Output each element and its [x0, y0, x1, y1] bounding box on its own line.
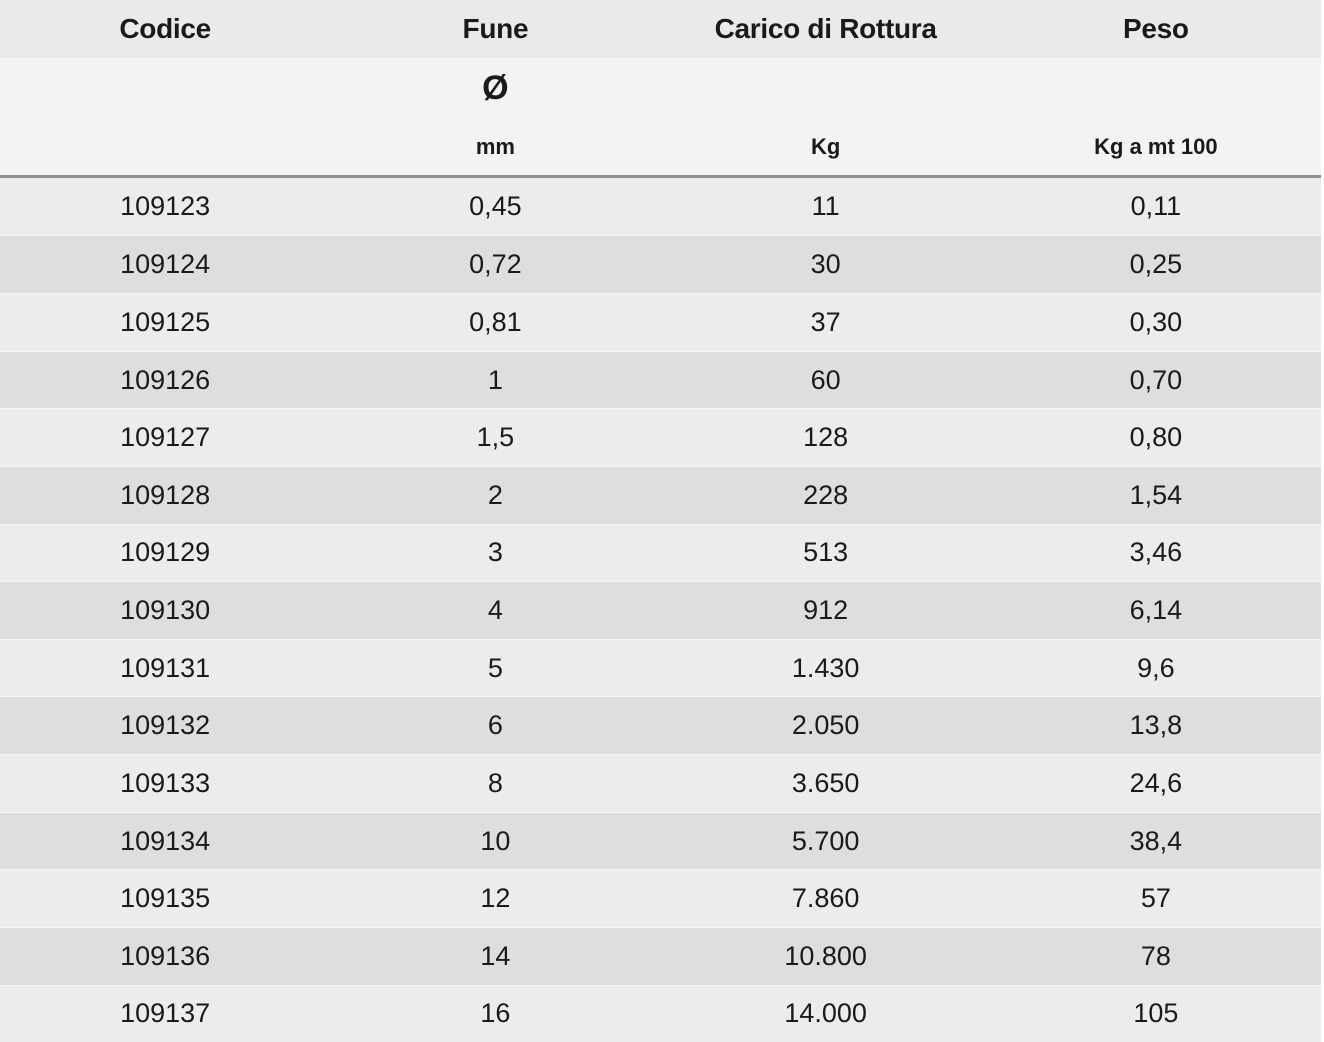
- cell-codice: 109128: [0, 465, 331, 525]
- cell-peso: 78: [990, 926, 1321, 986]
- cell-fune-diameter: 6: [330, 696, 661, 755]
- cell-fune-diameter: 0,81: [330, 293, 661, 352]
- cell-fune-diameter: 5: [330, 638, 661, 697]
- empty-cell: [0, 119, 331, 178]
- cell-carico-di-rottura: 11: [811, 191, 840, 222]
- table-row: 109130 4 912 6,14: [0, 581, 1321, 640]
- table-row: 109125 0,81 37 0,30: [0, 293, 1321, 352]
- cell-fune-diameter: 3: [330, 523, 661, 582]
- cell-codice: 109127: [0, 408, 331, 467]
- table-row: 109126 1 60 0,70: [0, 350, 1321, 409]
- cell-fune-diameter: 2: [330, 465, 661, 525]
- cell-carico-di-rottura: 1.430: [660, 638, 991, 697]
- table-row: 109124 0,72 30 0,25: [0, 235, 1321, 294]
- cell-codice: 109125: [0, 293, 331, 352]
- cell-peso: 6,14: [990, 581, 1321, 640]
- cell-peso: 0,70: [990, 350, 1321, 409]
- cell-carico-di-rottura: 2.050: [660, 696, 991, 755]
- cell-codice: 109134: [0, 811, 331, 870]
- cell-carico-di-rottura: 228: [660, 465, 991, 525]
- cell-codice: 109124: [0, 235, 331, 294]
- unit-kg: Kg: [660, 119, 991, 178]
- cell-peso: 57: [990, 869, 1321, 928]
- cell-codice: 109137: [0, 984, 331, 1042]
- cell-codice: 109133: [0, 754, 331, 813]
- table-body: 109123 0,45 11 0,11 109124 0,72 30 0,25 109125 0,…: [0, 176, 1321, 1042]
- cell-carico-di-rottura: 10.800: [660, 926, 991, 986]
- cell-fune-diameter: 8: [330, 754, 661, 813]
- units-row: mm Kg Kg a mt 100: [0, 119, 1321, 178]
- cell-codice: 109130: [0, 581, 331, 640]
- cell-fune-diameter: 1,5: [330, 408, 661, 467]
- cell-fune-diameter: 12: [330, 869, 661, 928]
- cell-codice: 109123: [120, 191, 211, 222]
- table-row: 109123 0,45 11 0,11: [0, 176, 1321, 236]
- empty-cell: [990, 58, 1321, 119]
- table-row: 109135 12 7.860 57: [0, 869, 1321, 928]
- cell-codice: 109132: [0, 696, 331, 755]
- cell-peso: 38,4: [990, 811, 1321, 870]
- cell-peso: 0,25: [990, 235, 1321, 294]
- cell-peso: 1,54: [990, 465, 1321, 525]
- cell-codice: 109136: [0, 926, 331, 986]
- cell-peso: 24,6: [990, 754, 1321, 813]
- cell-fune-diameter: 16: [330, 984, 661, 1042]
- cell-codice: 109129: [0, 523, 331, 582]
- table-row: 109128 2 228 1,54: [0, 465, 1321, 525]
- cell-peso: 0,11: [1130, 191, 1182, 222]
- cell-carico-di-rottura: 30: [660, 235, 991, 294]
- table-row: 109136 14 10.800 78: [0, 926, 1321, 986]
- table-row: 109134 10 5.700 38,4: [0, 811, 1321, 870]
- diameter-symbol: Ø: [330, 58, 661, 119]
- cell-peso: 105: [990, 984, 1321, 1042]
- cell-carico-di-rottura: 14.000: [660, 984, 991, 1042]
- table-row: 109129 3 513 3,46: [0, 523, 1321, 582]
- empty-cell: [660, 58, 991, 119]
- cell-fune-diameter: 14: [330, 926, 661, 986]
- unit-kg-per-100m: Kg a mt 100: [990, 119, 1321, 178]
- cell-peso: 9,6: [990, 638, 1321, 697]
- cell-carico-di-rottura: 128: [660, 408, 991, 467]
- cell-peso: 13,8: [990, 696, 1321, 755]
- cell-carico-di-rottura: 5.700: [660, 811, 991, 870]
- col-header-carico-di-rottura: Carico di Rottura: [660, 0, 991, 58]
- table-header: Codice Fune Carico di Rottura Peso Ø mm …: [0, 0, 1321, 178]
- table-row: 109132 6 2.050 13,8: [0, 696, 1321, 755]
- table-row: 109131 5 1.430 9,6: [0, 638, 1321, 697]
- cell-carico-di-rottura: 513: [660, 523, 991, 582]
- table-row: 109133 8 3.650 24,6: [0, 754, 1321, 813]
- cell-fune-diameter: 0,45: [469, 191, 522, 222]
- header-row: Codice Fune Carico di Rottura Peso: [0, 0, 1321, 58]
- table-row: 109127 1,5 128 0,80: [0, 408, 1321, 467]
- cell-fune-diameter: 10: [330, 811, 661, 870]
- cell-codice: 109126: [0, 350, 331, 409]
- unit-mm: mm: [330, 119, 661, 178]
- cell-codice: 109135: [0, 869, 331, 928]
- cell-carico-di-rottura: 3.650: [660, 754, 991, 813]
- cell-carico-di-rottura: 37: [660, 293, 991, 352]
- cell-fune-diameter: 1: [330, 350, 661, 409]
- cell-codice: 109131: [0, 638, 331, 697]
- cell-carico-di-rottura: 60: [660, 350, 991, 409]
- col-header-fune: Fune: [330, 0, 661, 58]
- col-header-peso: Peso: [990, 0, 1321, 58]
- cell-fune-diameter: 4: [330, 581, 661, 640]
- cell-peso: 0,80: [990, 408, 1321, 467]
- symbol-row: Ø: [0, 58, 1321, 119]
- cell-fune-diameter: 0,72: [330, 235, 661, 294]
- cell-carico-di-rottura: 912: [660, 581, 991, 640]
- cell-peso: 0,30: [990, 293, 1321, 352]
- col-header-codice: Codice: [0, 0, 331, 58]
- cell-carico-di-rottura: 7.860: [660, 869, 991, 928]
- empty-cell: [0, 58, 331, 119]
- cell-peso: 3,46: [990, 523, 1321, 582]
- table-row: 109137 16 14.000 105: [0, 984, 1321, 1042]
